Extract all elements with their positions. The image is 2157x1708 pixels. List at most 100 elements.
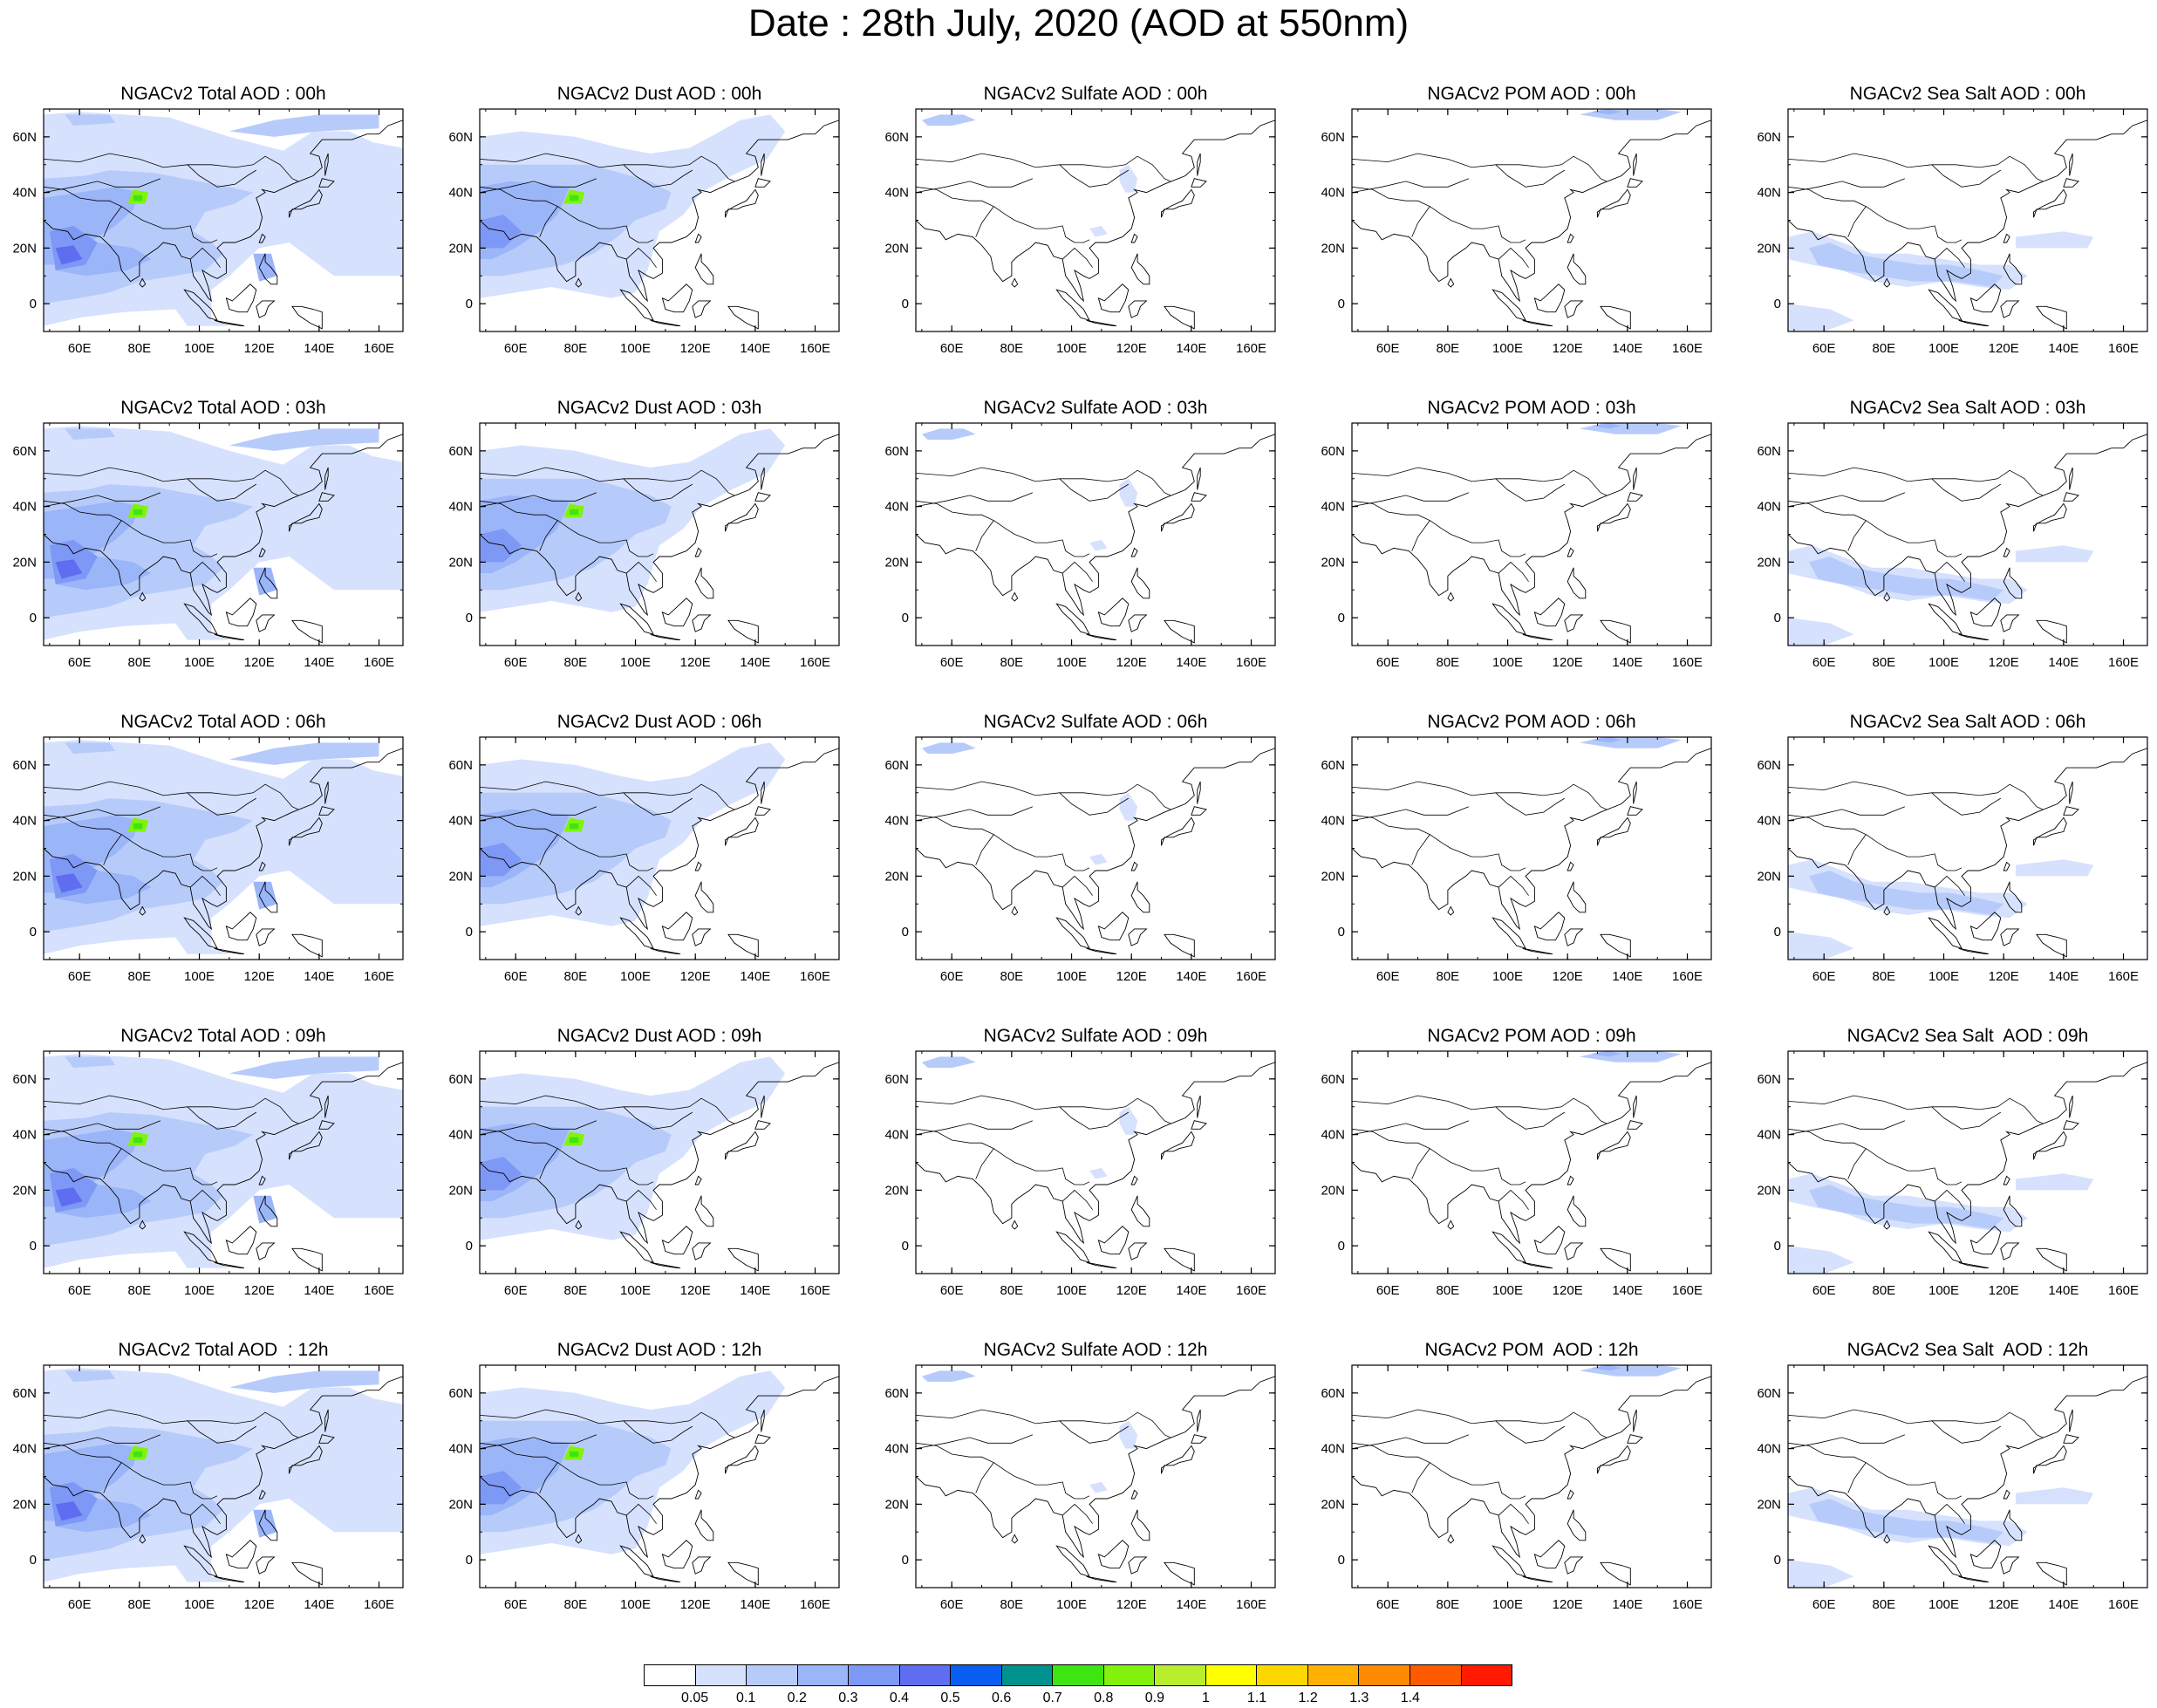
country-border	[202, 867, 218, 871]
country-border	[1947, 1181, 1962, 1185]
coastline	[2003, 547, 2010, 557]
coastline	[1011, 277, 1019, 288]
panel-title: NGACv2 Sea Salt AOD : 12h	[1846, 1340, 2089, 1360]
coastline	[2063, 178, 2079, 188]
country-border	[1511, 553, 1526, 557]
coastline	[1627, 1434, 1643, 1444]
map-plot: 60E 80E 100E 120E 140E 160E 60N 40N 20N 0	[1757, 422, 2148, 670]
country-border	[1495, 792, 1566, 816]
country-border	[189, 1503, 221, 1524]
lon-tick-label: 100E	[184, 1283, 215, 1298]
panel-title: NGACv2 Dust AOD : 09h	[556, 1026, 762, 1046]
country-border	[1947, 867, 1962, 871]
coastline	[725, 816, 759, 846]
coastline	[916, 109, 1275, 303]
country-border	[916, 178, 1034, 193]
lon-tick-label: 140E	[740, 1283, 770, 1298]
lat-tick-label: 20N	[1321, 1183, 1345, 1198]
country-border	[1075, 867, 1090, 871]
country-border	[1498, 247, 1529, 268]
coastline	[1164, 933, 1195, 958]
map-plot: 60E 80E 100E 120E 140E 160E 60N 40N 20N 0	[1321, 108, 1712, 356]
colorbar-box	[849, 1665, 900, 1685]
country-border	[480, 1434, 597, 1449]
lat-tick-label: 0	[466, 1239, 473, 1254]
country-border	[1931, 792, 2002, 816]
country-border	[1352, 1442, 1430, 1493]
coastline	[1161, 188, 1195, 218]
country-border	[189, 561, 221, 582]
country-border	[44, 1409, 298, 1438]
panel-title: NGACv2 POM AOD : 06h	[1427, 712, 1636, 732]
country-border	[480, 178, 597, 193]
coastline	[694, 1175, 702, 1185]
coastline	[324, 153, 329, 176]
aod-patch	[1089, 1167, 1108, 1179]
lon-tick-label: 120E	[244, 341, 275, 356]
coastline	[1097, 912, 1130, 941]
country-border	[44, 806, 161, 821]
coastline	[1164, 1561, 1195, 1586]
coastline	[1191, 806, 1207, 816]
country-border	[44, 492, 161, 507]
aod-patch	[1089, 225, 1108, 237]
country-border	[1788, 1442, 1867, 1493]
lon-tick-label: 60E	[940, 341, 964, 356]
coastline	[1097, 1540, 1130, 1569]
coastline	[725, 1445, 759, 1474]
coastline	[2003, 881, 2023, 913]
aod-patch	[55, 1187, 83, 1207]
colorbar-box	[1001, 1665, 1054, 1685]
country-border	[480, 1120, 597, 1135]
lon-tick-label: 100E	[1928, 1597, 1959, 1612]
lat-tick-label: 60N	[448, 1072, 473, 1087]
coastline	[1352, 1051, 1711, 1245]
coastline	[694, 567, 714, 599]
aod-field	[480, 1051, 839, 1272]
coastline	[2003, 233, 2010, 243]
lon-tick-label: 100E	[620, 341, 651, 356]
country-border	[1511, 1495, 1526, 1500]
coastline	[256, 614, 276, 632]
aod-patch	[1579, 1051, 1682, 1062]
coastline	[225, 284, 257, 313]
lon-tick-label: 100E	[620, 1597, 651, 1612]
lon-tick-label: 100E	[184, 341, 215, 356]
colorbar-label: 1.4	[1400, 1691, 1420, 1705]
panel-title: NGACv2 POM AOD : 12h	[1424, 1340, 1639, 1360]
coastline	[1086, 1261, 1117, 1269]
aod-patch	[1591, 423, 1621, 429]
lon-tick-label: 120E	[244, 1283, 275, 1298]
country-border	[557, 834, 639, 871]
aod-patch	[55, 559, 83, 579]
coastline	[318, 178, 335, 188]
lon-tick-label: 140E	[740, 341, 770, 356]
coastline	[1958, 1575, 1990, 1583]
coastline	[1883, 905, 1891, 916]
lon-tick-label: 80E	[1000, 341, 1024, 356]
aod-patch	[921, 1056, 976, 1069]
lon-tick-label: 120E	[1553, 341, 1583, 356]
country-border	[993, 206, 1075, 243]
coastline	[692, 300, 712, 318]
coastline	[1567, 861, 1574, 871]
aod-patch	[65, 1056, 116, 1069]
coastline	[318, 806, 335, 816]
coastline	[258, 1489, 266, 1500]
aod-patch	[1579, 737, 1682, 748]
aod-patch	[133, 509, 143, 516]
coastline	[44, 1051, 403, 1245]
lon-tick-label: 100E	[1056, 341, 1087, 356]
lon-tick-label: 60E	[1812, 1597, 1836, 1612]
lon-tick-label: 60E	[504, 1597, 528, 1612]
coastline	[214, 1261, 245, 1269]
panel-title: NGACv2 Sulfate AOD : 00h	[983, 84, 1208, 104]
lon-tick-label: 160E	[1236, 655, 1266, 670]
coastline	[480, 423, 839, 617]
coastline	[754, 1434, 771, 1444]
lat-tick-label: 60N	[884, 758, 909, 773]
coastline	[1161, 1131, 1195, 1160]
lat-tick-label: 20N	[1757, 1497, 1781, 1512]
lat-tick-label: 20N	[1757, 1183, 1781, 1198]
country-border	[1866, 834, 1948, 871]
